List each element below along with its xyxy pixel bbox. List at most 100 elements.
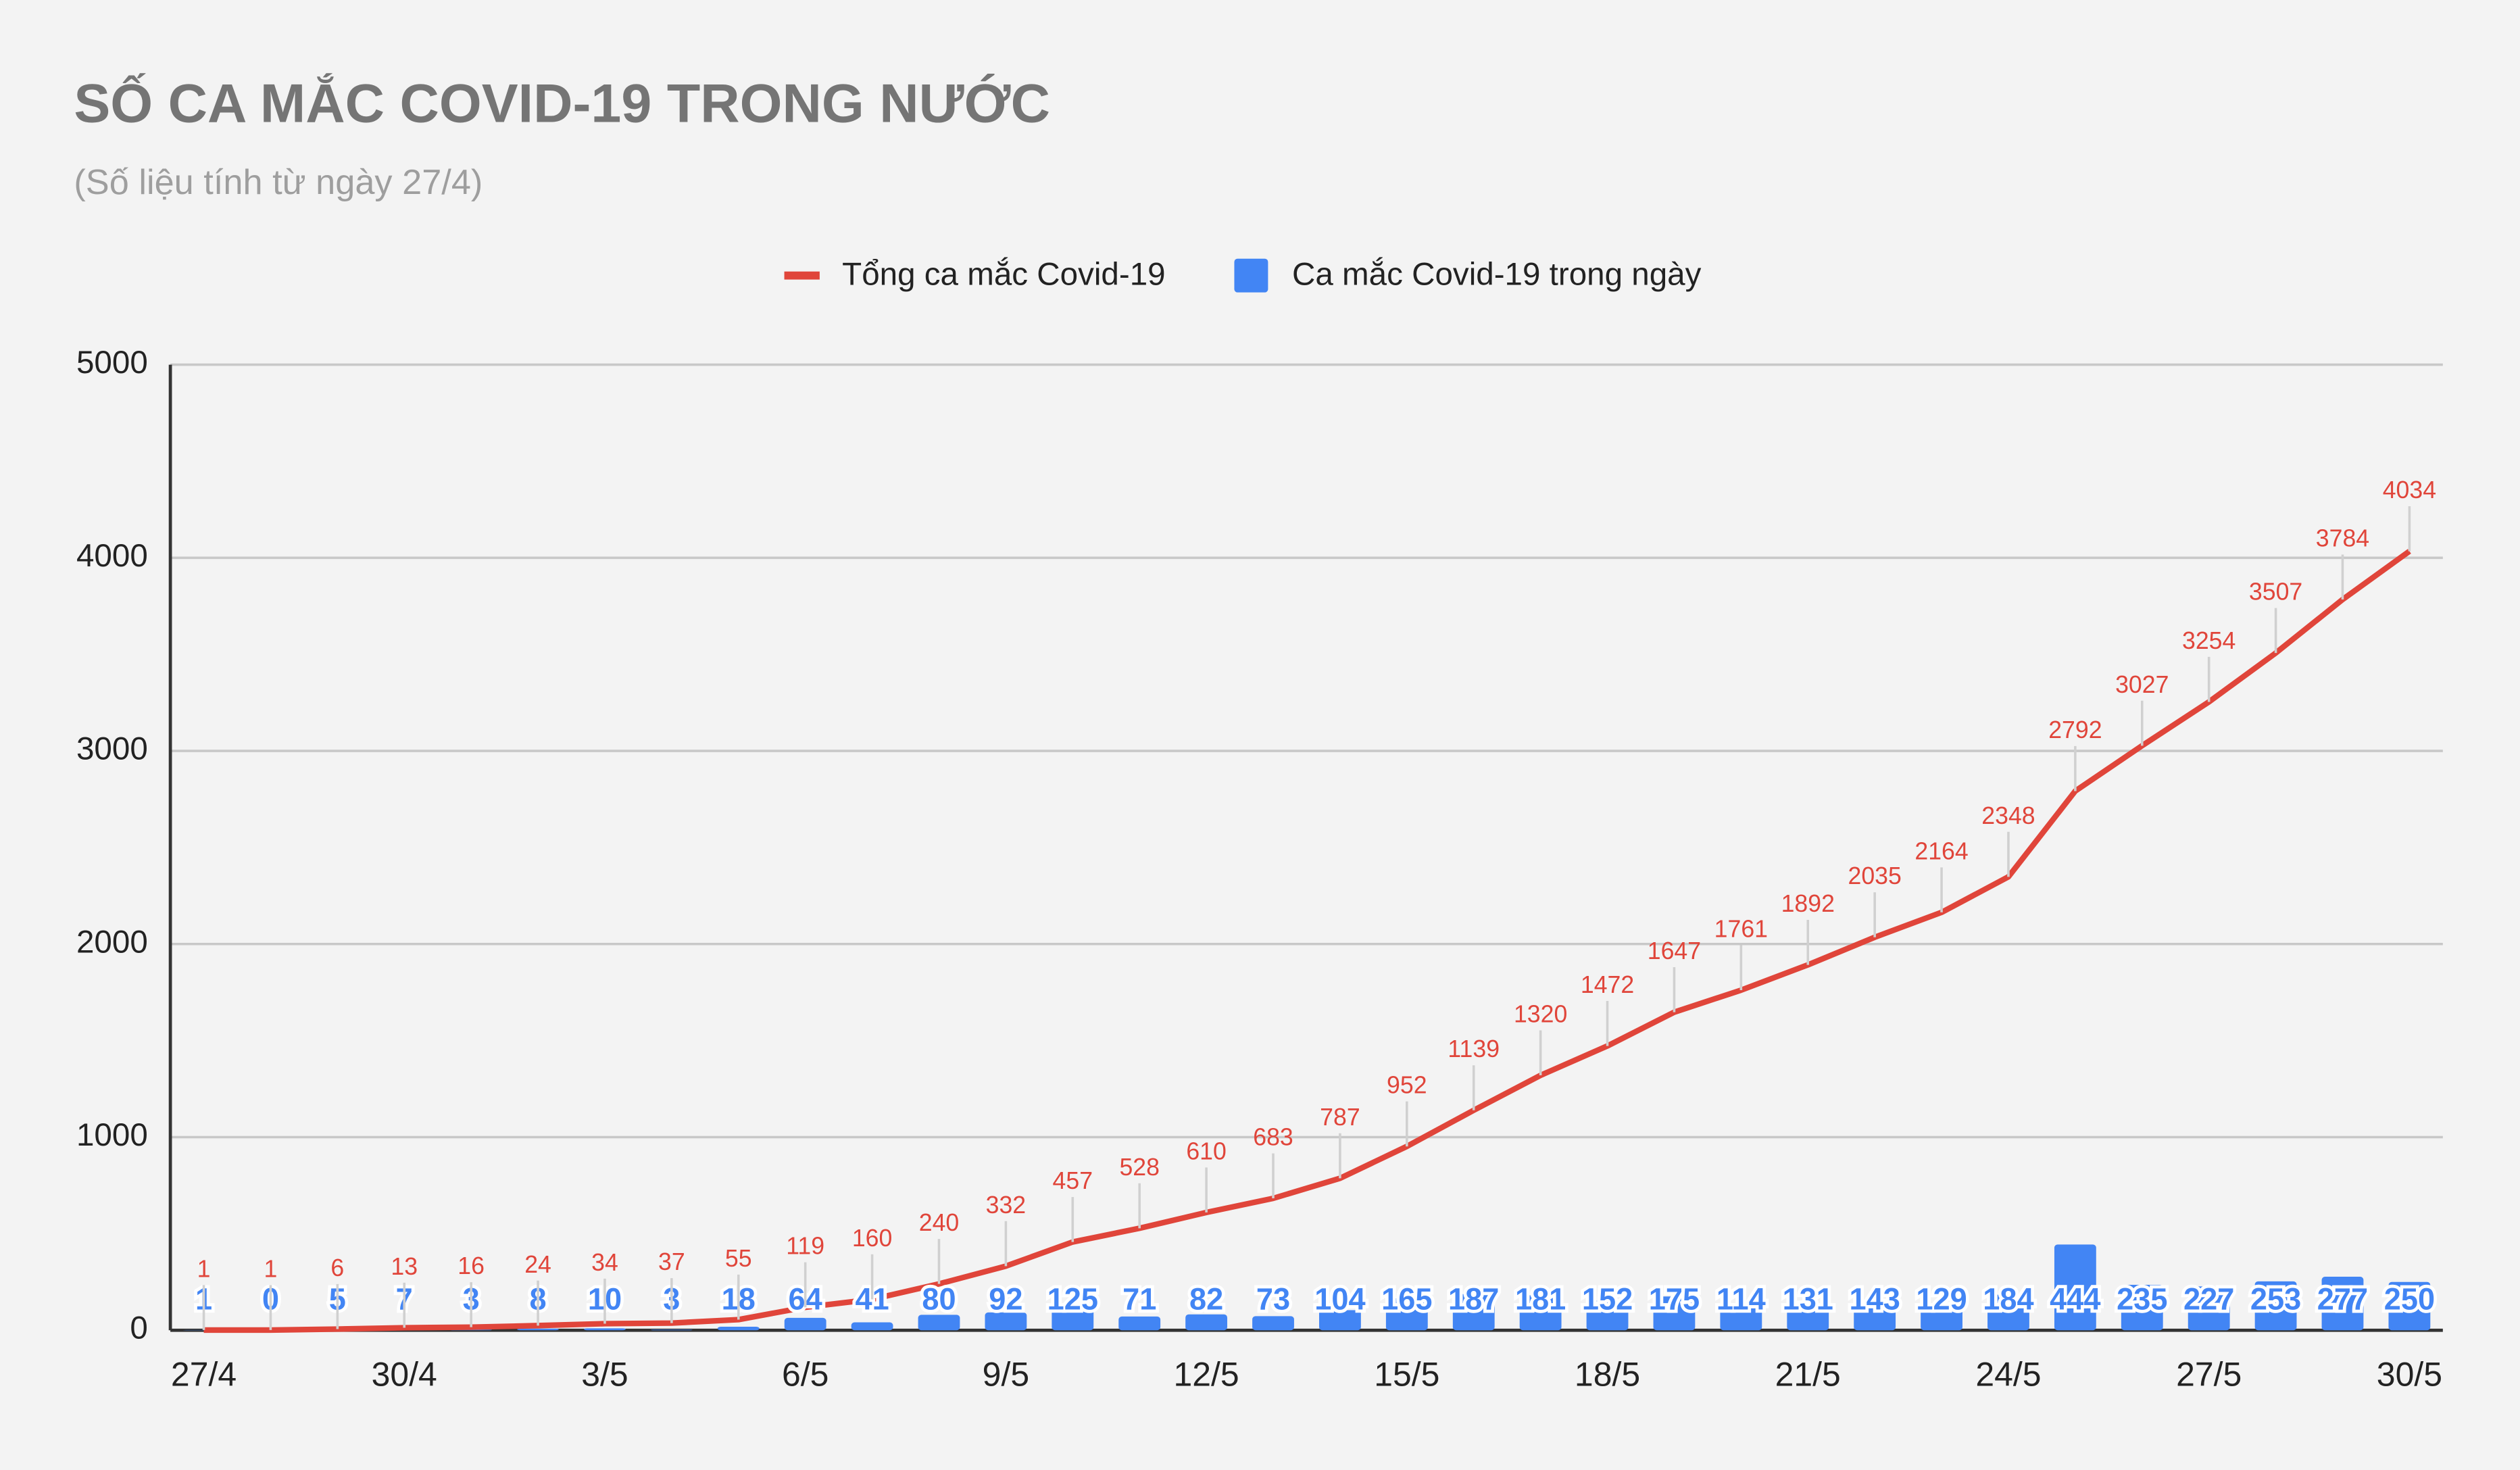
line-value-label: 24 <box>524 1251 551 1278</box>
line-value-label: 2792 <box>2048 716 2102 743</box>
y-tick-label: 2000 <box>76 924 148 960</box>
line-value-label: 3784 <box>2316 525 2369 552</box>
bar-value-label: 277 <box>2317 1281 2368 1316</box>
bar <box>1854 1302 1896 1331</box>
bar <box>1319 1310 1361 1331</box>
x-tick-label: 24/5 <box>1975 1355 2041 1393</box>
line-value-label: 457 <box>1053 1167 1093 1194</box>
bar-value-label: 187 <box>1448 1281 1499 1316</box>
line-value-label: 240 <box>919 1209 960 1236</box>
bar <box>1452 1294 1495 1331</box>
bar-value-label: 175 <box>1649 1281 1700 1316</box>
line-value-label: 13 <box>391 1253 418 1280</box>
line-value-label: 34 <box>591 1249 618 1276</box>
bar-value-label: 152 <box>1582 1281 1633 1316</box>
bar <box>2388 1281 2431 1331</box>
line-value-label: 6 <box>330 1254 344 1281</box>
bar <box>1653 1296 1696 1331</box>
bar-value-label: 250 <box>2384 1281 2435 1316</box>
y-tick-label: 1000 <box>76 1117 148 1153</box>
line-value-label: 160 <box>852 1225 893 1252</box>
bar-value-label: 71 <box>1122 1281 1156 1316</box>
line-value-label: 37 <box>658 1248 685 1275</box>
bar-value-label: 73 <box>1256 1281 1290 1316</box>
bar-value-label: 92 <box>989 1281 1022 1316</box>
bar <box>517 1328 559 1331</box>
line-value-label: 1320 <box>1514 1001 1567 1028</box>
bar-value-label: 104 <box>1314 1281 1365 1316</box>
line-value-label: 4034 <box>2383 476 2436 504</box>
bar <box>650 1329 693 1331</box>
bar-value-label: 181 <box>1515 1281 1566 1316</box>
bar <box>1586 1300 1629 1331</box>
bar-value-label: 184 <box>1983 1281 2033 1316</box>
bar-value-label: 253 <box>2250 1281 2301 1316</box>
bar <box>1921 1305 1962 1331</box>
bar <box>1252 1316 1294 1331</box>
y-tick-label: 5000 <box>76 345 148 381</box>
bar-value-label: 131 <box>1783 1281 1833 1316</box>
line-value-label: 55 <box>725 1245 752 1272</box>
line-value-label: 787 <box>1320 1104 1360 1131</box>
line-value-label: 1 <box>264 1255 278 1282</box>
x-tick-label: 30/5 <box>2377 1355 2442 1393</box>
x-tick-label: 27/5 <box>2176 1355 2242 1393</box>
bar <box>1720 1308 1762 1331</box>
line-value-label: 3507 <box>2249 579 2302 606</box>
chart-title: SỐ CA MẮC COVID-19 TRONG NƯỚC <box>74 73 1050 134</box>
bar <box>2254 1281 2297 1331</box>
line-value-label: 2348 <box>1981 802 2035 829</box>
line-value-label: 332 <box>986 1192 1027 1219</box>
bar-value-label: 444 <box>2050 1281 2100 1316</box>
legend-label: Ca mắc Covid-19 trong ngày <box>1292 255 1702 292</box>
line-value-label: 2035 <box>1848 862 1901 889</box>
bar-value-label: 129 <box>1916 1281 1967 1316</box>
line-value-label: 1472 <box>1581 971 1634 998</box>
bar <box>851 1322 893 1331</box>
bar <box>2121 1285 2163 1331</box>
bar <box>1519 1295 1562 1331</box>
bar-value-label: 143 <box>1849 1281 1900 1316</box>
line-value-label: 1 <box>197 1255 211 1282</box>
x-tick-label: 15/5 <box>1374 1355 1439 1393</box>
x-tick-label: 12/5 <box>1174 1355 1239 1393</box>
y-tick-label: 4000 <box>76 538 148 574</box>
bar-value-label: 235 <box>2117 1281 2167 1316</box>
bar <box>1185 1314 1228 1331</box>
bar-value-label: 165 <box>1381 1281 1432 1316</box>
x-tick-label: 30/4 <box>372 1355 437 1393</box>
bar <box>584 1328 626 1331</box>
y-tick-label: 3000 <box>76 731 148 767</box>
legend-label: Tổng ca mắc Covid-19 <box>842 255 1165 292</box>
bar-value-label: 125 <box>1047 1281 1098 1316</box>
bar-value-label: 114 <box>1716 1281 1766 1316</box>
bar <box>1987 1294 2029 1331</box>
line-value-label: 119 <box>786 1233 824 1260</box>
line-value-label: 952 <box>1387 1072 1427 1099</box>
bar <box>1787 1304 1829 1331</box>
bar-value-label: 80 <box>922 1281 956 1316</box>
line-value-label: 1139 <box>1448 1035 1500 1062</box>
line-value-label: 2164 <box>1914 837 1968 864</box>
line-value-label: 683 <box>1253 1124 1293 1151</box>
line-value-label: 3027 <box>2115 671 2169 698</box>
legend-swatch <box>784 271 820 280</box>
bar <box>1052 1306 1094 1331</box>
legend-swatch <box>1234 258 1268 293</box>
line <box>203 549 2411 1333</box>
line-value-label: 3254 <box>2182 627 2235 654</box>
x-tick-label: 6/5 <box>782 1355 829 1393</box>
bar <box>918 1315 960 1331</box>
bar <box>717 1327 760 1331</box>
x-tick-label: 21/5 <box>1775 1355 1841 1393</box>
x-tick-label: 27/4 <box>171 1355 237 1393</box>
bar <box>2321 1277 2364 1331</box>
line-value-label: 1647 <box>1648 937 1701 964</box>
bar <box>2054 1244 2096 1331</box>
line-value-label: 610 <box>1186 1137 1227 1165</box>
bar <box>784 1317 826 1331</box>
line-value-label: 528 <box>1119 1154 1160 1181</box>
